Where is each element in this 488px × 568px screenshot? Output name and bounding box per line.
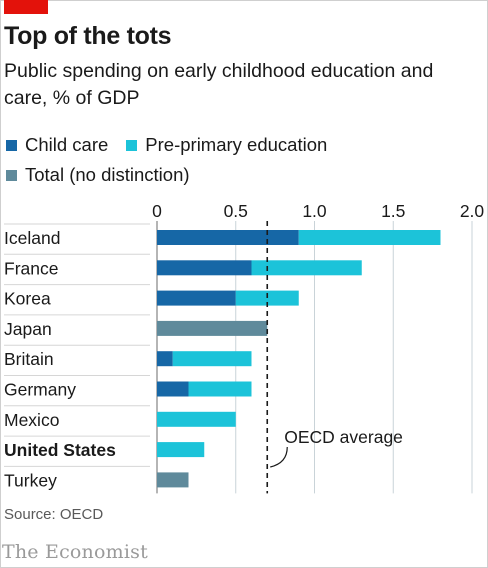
chart-title: Top of the tots (4, 22, 172, 50)
category-label: United States (4, 440, 116, 460)
category-label: Mexico (4, 410, 59, 430)
bar-segment (157, 351, 173, 367)
bar-segment (298, 230, 441, 245)
publisher-wordmark: The Economist (2, 541, 148, 563)
bar-segment (157, 290, 236, 306)
category-label: Iceland (4, 228, 60, 248)
category-label: Turkey (4, 470, 57, 490)
category-label: Japan (4, 319, 52, 339)
bar-segment (235, 290, 299, 306)
x-tick-label: 0.5 (224, 201, 248, 221)
x-tick-label: 1.0 (302, 201, 327, 221)
category-label: France (4, 258, 58, 278)
legend-swatch-pre-primary (126, 139, 138, 151)
x-tick-label: 0 (152, 201, 162, 221)
chart-subtitle: Public spending on early childhood educa… (4, 60, 434, 109)
legend-swatch-child-care (6, 139, 17, 151)
bar-segment (157, 230, 299, 245)
bar-segment (251, 260, 362, 276)
legend: Child care Pre-primary education Total (… (6, 130, 345, 190)
legend-label-total: Total (no distinction) (25, 164, 190, 185)
legend-row-1: Child care Pre-primary education (6, 130, 345, 160)
oecd-average-label: OECD average (284, 427, 403, 447)
bar-segment (157, 381, 189, 397)
source-note: Source: OECD (4, 506, 104, 523)
brand-red-tag (4, 0, 48, 14)
legend-label-pre-primary: Pre-primary education (145, 134, 328, 155)
legend-item-total: Total (no distinction) (6, 164, 190, 186)
bar-segment (157, 320, 268, 336)
bar-segment (172, 351, 252, 367)
category-label: Germany (4, 380, 76, 400)
bar-chart: 0 0.5 1.0 1.5 2.0 Iceland France Korea Japan Brit… (4, 201, 485, 494)
bar-segment (188, 381, 252, 397)
oecd-average-leader (270, 446, 288, 468)
legend-item-child-care: Child care (6, 134, 108, 156)
legend-item-pre-primary: Pre-primary education (126, 134, 327, 156)
legend-swatch-total (6, 169, 17, 181)
x-tick-label: 1.5 (381, 201, 405, 221)
legend-row-2: Total (no distinction) (6, 160, 345, 190)
x-tick-label: 2.0 (460, 201, 485, 221)
category-label: Korea (4, 289, 51, 309)
bar-segment (157, 442, 205, 458)
bar-segment (157, 472, 189, 488)
bar-segment (157, 411, 236, 427)
category-label: Britain (4, 349, 54, 369)
legend-label-child-care: Child care (25, 134, 109, 155)
bar-segment (157, 260, 252, 276)
